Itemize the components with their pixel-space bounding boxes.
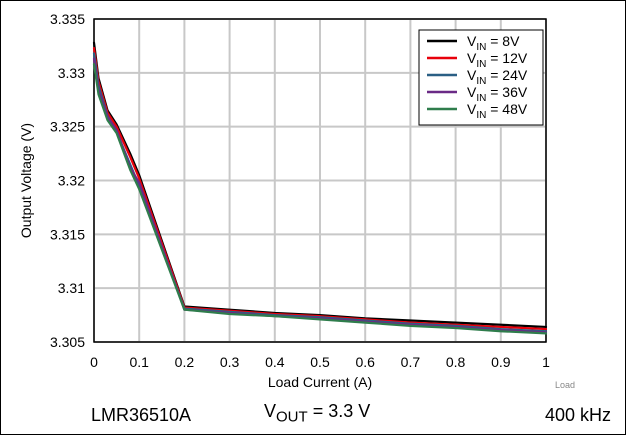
legend-label-5: VIN = 48V	[467, 101, 528, 121]
y-axis-label: Output Voltage (V)	[18, 123, 34, 238]
x-axis-label: Load Current (A)	[268, 374, 372, 390]
vout-label-sub: OUT	[276, 409, 308, 426]
vout-label: VOUT = 3.3 V	[264, 401, 370, 426]
y-tick-label: 3.305	[50, 334, 85, 350]
load-note: Load	[554, 380, 575, 390]
y-tick-label: 3.335	[50, 11, 85, 27]
y-tick-label: 3.325	[50, 119, 85, 135]
x-tick-label: 0.8	[446, 354, 466, 370]
x-tick-label: 0.4	[265, 354, 285, 370]
x-tick-label: 0.9	[491, 354, 511, 370]
x-tick-label: 0	[90, 354, 98, 370]
x-tick-label: 0.3	[220, 354, 240, 370]
legend-label-2: VIN = 12V	[467, 50, 528, 70]
y-tick-label: 3.31	[58, 280, 85, 296]
y-tick-label: 3.315	[50, 226, 85, 242]
vout-label-rest: = 3.3 V	[307, 401, 371, 422]
legend-label-1: VIN = 8V	[467, 33, 520, 53]
y-tick-label: 3.32	[58, 173, 85, 189]
series-line-5	[92, 63, 548, 335]
legend-label-3: VIN = 24V	[467, 67, 528, 87]
vout-label-base: V	[264, 401, 277, 422]
frequency-label: 400 kHz	[544, 405, 611, 425]
device-name: LMR36510A	[91, 405, 192, 425]
x-tick-label: 0.7	[401, 354, 421, 370]
legend-label-4: VIN = 36V	[467, 84, 528, 104]
x-tick-label: 1	[542, 354, 550, 370]
x-tick-label: 0.1	[129, 354, 149, 370]
x-tick-label: 0.5	[310, 354, 330, 370]
y-tick-label: 3.33	[58, 65, 85, 81]
x-tick-label: 0.2	[175, 354, 195, 370]
plot-border	[93, 18, 547, 343]
x-tick-label: 0.6	[355, 354, 375, 370]
